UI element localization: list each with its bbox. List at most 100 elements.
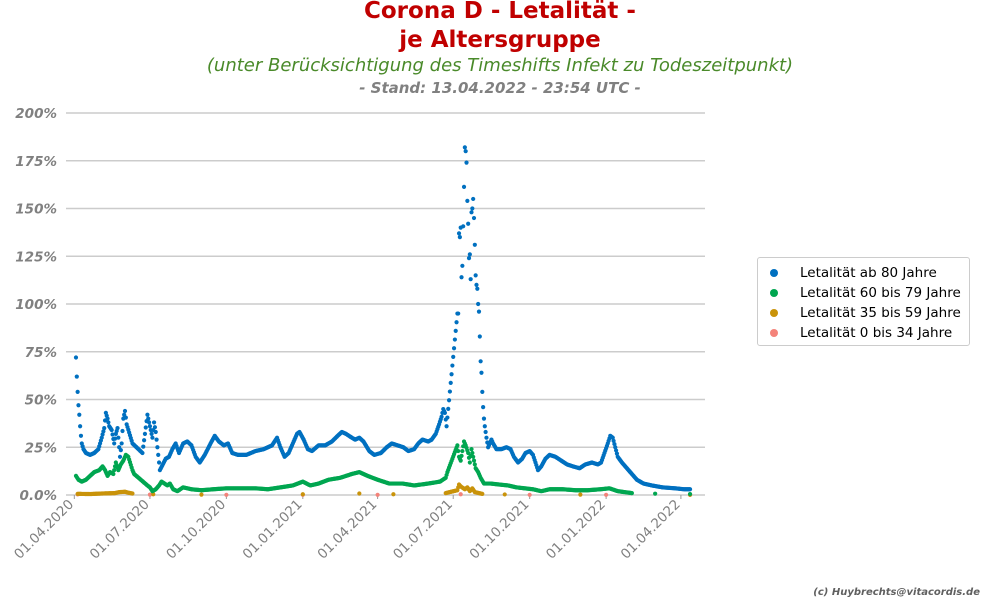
data-point [156,460,162,465]
data-point [456,311,461,316]
data-point [141,444,146,449]
data-point [142,438,147,443]
data-point [357,491,362,496]
data-point [614,451,620,456]
data-point [479,370,484,375]
y-tick-label: 100% [15,297,57,313]
data-point [458,458,463,463]
data-point [687,491,693,497]
data-point [118,448,123,453]
data-point [442,410,448,415]
legend-item-60-79: Letalität 60 bis 79 Jahre [770,283,961,303]
chart-title-line2: je Altersgruppe [399,27,601,53]
data-point [146,416,151,421]
data-point [468,277,473,282]
data-point [106,420,111,425]
data-point [653,491,658,496]
data-point [476,301,481,307]
data-point [116,435,121,440]
data-point [119,441,124,446]
legend-label-35-59: Letalität 35 bis 59 Jahre [800,305,961,321]
x-tick-label: 01.01.2021 [240,497,306,563]
y-tick-label: 0.0% [20,488,57,504]
data-point [120,428,125,434]
data-point [464,160,469,165]
data-point [224,492,229,497]
x-tick-label: 01.07.2021 [390,497,456,563]
data-point [143,425,148,430]
data-point [483,429,488,435]
legend-marker-ab-80 [770,269,778,277]
data-point [480,491,485,496]
legend-marker-35-59 [770,309,778,317]
legend-item-0-34: Letalität 0 bis 34 Jahre [770,323,952,343]
data-point [152,425,158,430]
data-point [142,431,148,436]
x-tick-label: 01.10.2021 [467,497,533,563]
data-point [687,487,693,492]
data-point [613,445,618,450]
data-point [100,432,105,437]
data-point [101,429,106,434]
data-point [146,420,152,425]
data-point [461,224,466,229]
data-point [78,433,84,438]
data-point [469,447,474,452]
data-point [391,492,396,497]
data-point [453,328,458,333]
data-point [454,320,459,325]
data-point [478,359,483,364]
y-tick-label: 50% [25,393,57,409]
data-point [156,452,161,457]
data-point [448,380,453,385]
data-point [123,415,128,420]
chart-stand-timestamp: - Stand: 13.04.2022 - 23:54 UTC - [359,79,641,97]
data-point [75,389,80,394]
data-point [456,448,461,454]
data-point [447,389,452,394]
data-point [612,441,617,447]
x-tick-label: 01.10.2020 [163,497,229,563]
data-point [112,436,118,441]
data-point [484,435,489,440]
data-point [466,221,471,226]
data-point [578,492,583,497]
data-point [74,374,79,379]
legend-marker-60-79 [770,289,778,297]
data-point [471,196,476,202]
data-point [117,454,123,459]
data-point [445,415,450,420]
data-point [130,491,135,496]
data-point [153,429,158,435]
data-point [111,471,116,477]
data-point [199,492,204,497]
data-point [456,231,462,236]
x-tick-label: 01.07.2020 [87,497,153,563]
data-point [446,398,452,403]
data-point [457,235,462,240]
data-point [110,432,115,437]
data-point [465,198,470,203]
data-point [76,403,81,408]
data-point [444,424,449,429]
data-point [481,405,486,410]
data-point [147,492,153,497]
data-point [471,458,477,463]
data-point [527,492,532,497]
data-point [77,412,82,417]
data-point [145,412,150,417]
y-tick-label: 175% [15,154,57,170]
data-point [467,252,472,257]
data-point [611,438,616,443]
chart-subtitle: (unter Berücksichtigung des Timeshifts I… [206,55,794,76]
data-point [477,334,482,339]
legend-marker-0-34 [770,329,778,337]
x-tick-label: 01.01.2022 [543,497,609,563]
data-point [463,149,468,154]
data-point [471,215,477,221]
data-point [472,462,477,467]
data-point [102,426,107,431]
data-point [451,354,456,359]
data-point [474,282,479,287]
